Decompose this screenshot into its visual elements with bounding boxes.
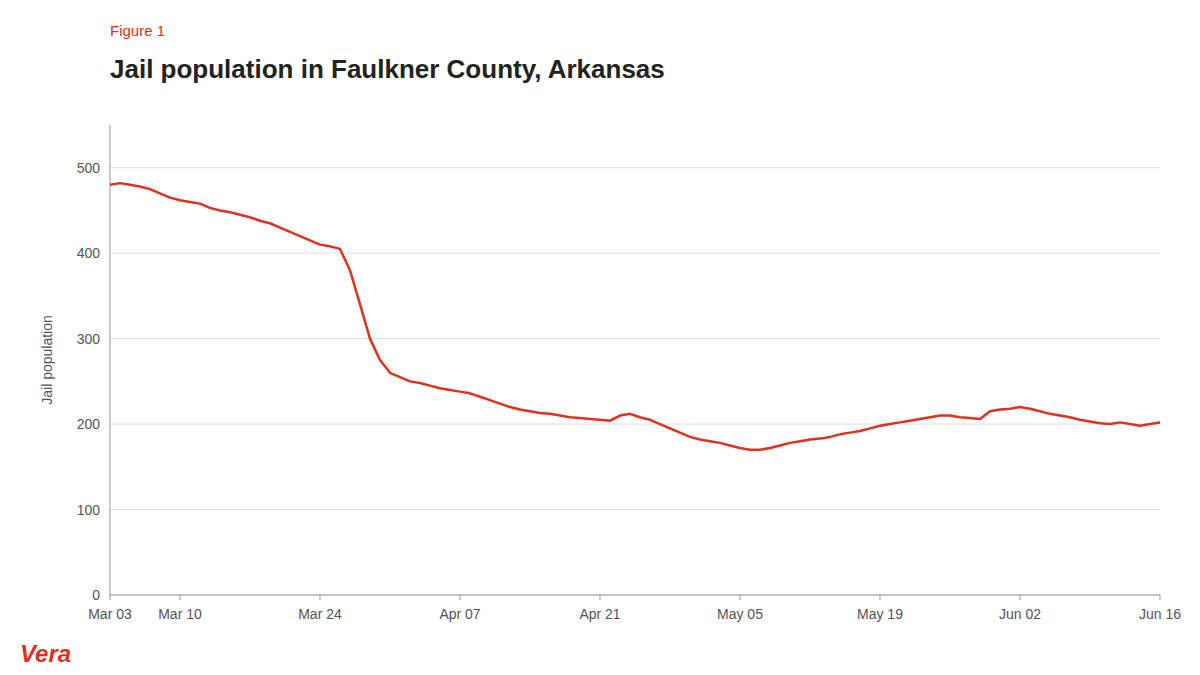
x-tick — [1160, 595, 1161, 600]
x-tick — [880, 595, 881, 600]
x-tick-label: May 19 — [857, 606, 903, 622]
x-tick — [600, 595, 601, 600]
x-tick-label: Mar 03 — [88, 606, 132, 622]
x-tick — [740, 595, 741, 600]
figure-label: Figure 1 — [110, 22, 165, 39]
x-axis-line — [110, 595, 1160, 596]
x-tick — [460, 595, 461, 600]
title: Jail population in Faulkner County, Arka… — [110, 54, 665, 84]
x-tick-label: Apr 21 — [579, 606, 620, 622]
y-tick-label: 300 — [77, 331, 101, 347]
x-tick — [1020, 595, 1021, 600]
y-tick-label: 0 — [92, 587, 100, 603]
plot-area — [110, 183, 1160, 450]
grid-line — [110, 595, 1160, 596]
chart-container: Figure 1 Jail population in Faulkner Coun… — [0, 0, 1200, 675]
background — [0, 0, 1200, 675]
x-tick — [110, 595, 111, 600]
y-axis-label: Jail population — [39, 315, 55, 405]
x-tick-label: May 05 — [717, 606, 763, 622]
data-line — [110, 183, 1160, 450]
branding: Vera — [20, 640, 71, 667]
x-tick — [180, 595, 181, 600]
grid-line — [110, 253, 1160, 254]
x-tick-label: Mar 24 — [298, 606, 342, 622]
y-axis-line — [110, 125, 111, 595]
grid-line — [110, 338, 1160, 339]
x-tick-label: Jun 02 — [999, 606, 1041, 622]
x-tick-label: Jun 16 — [1139, 606, 1181, 622]
grid-line — [110, 167, 1160, 168]
grid-line — [110, 509, 1160, 510]
y-tick-label: 200 — [77, 416, 101, 432]
grid-line — [110, 424, 1160, 425]
y-tick-label: 400 — [77, 245, 101, 261]
x-tick-label: Mar 10 — [158, 606, 202, 622]
chart-svg: Figure 1 Jail population in Faulkner Coun… — [0, 0, 1200, 675]
y-tick-label: 500 — [77, 160, 101, 176]
x-tick-label: Apr 07 — [439, 606, 480, 622]
x-tick — [320, 595, 321, 600]
y-tick-label: 100 — [77, 502, 101, 518]
